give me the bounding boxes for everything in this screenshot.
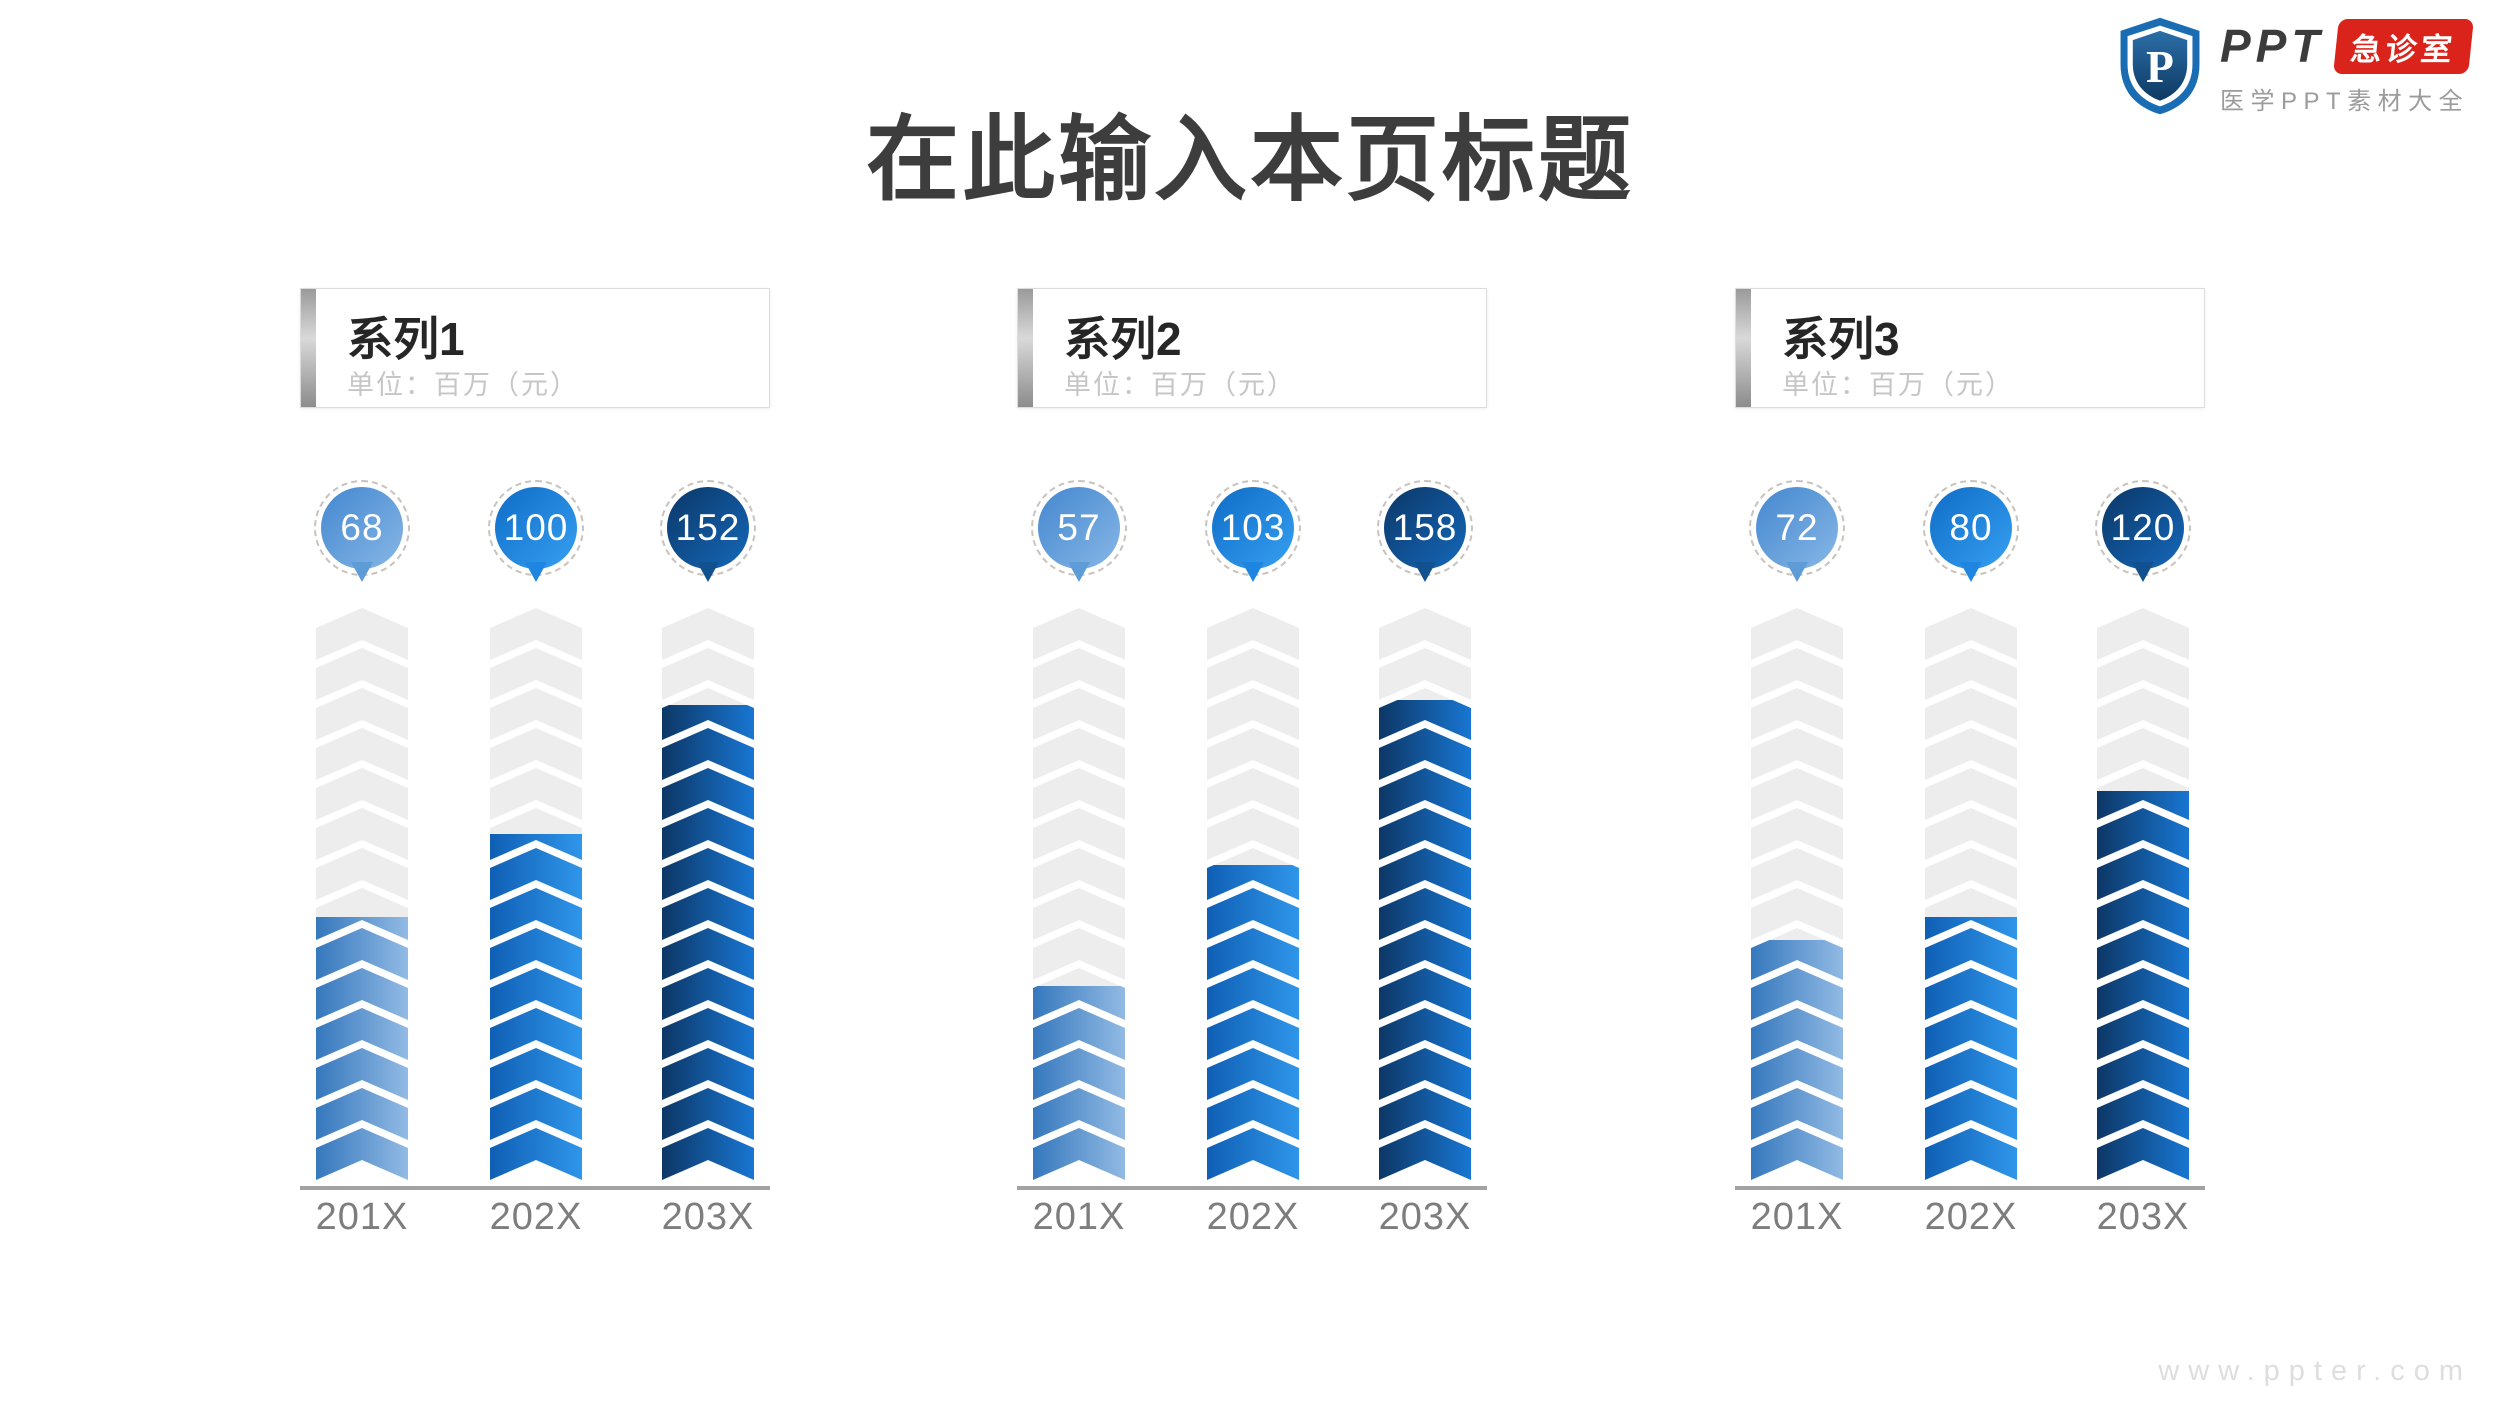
bubble-tail-icon [1786, 562, 1808, 582]
bubble-value: 100 [503, 507, 569, 548]
bubble-value: 120 [2110, 507, 2176, 548]
chevron-bar-svg [316, 608, 408, 1180]
logo-tag-badge: 急诊室 [2333, 18, 2475, 74]
bar-column: 100 202X [486, 288, 586, 1258]
x-axis-label: 202X [489, 1196, 583, 1238]
value-bubble: 103 [1212, 487, 1294, 569]
chevron-bar [1751, 608, 1843, 1180]
bubble-tail-icon [525, 562, 547, 582]
bubble-value: 80 [1949, 507, 1993, 548]
brand-logo: P PPT 急诊室 医学PPT素材大全 [2114, 16, 2475, 116]
chevron-bar-svg [1751, 608, 1843, 1180]
bubble-tail-icon [351, 562, 373, 582]
bar-column: 152 203X [658, 288, 758, 1258]
x-axis-label: 201X [1750, 1196, 1844, 1238]
value-bubble: 80 [1930, 487, 2012, 569]
series-title: 系列3 [1782, 313, 1900, 365]
chevron-bar [662, 608, 754, 1180]
bubble-tail-icon [1068, 562, 1090, 582]
chevron-bar-svg [490, 608, 582, 1180]
bubble-value: 72 [1775, 507, 1819, 548]
series-unit-label: 单位：百万（元） [347, 370, 579, 400]
shield-logo-icon: P [2120, 17, 2200, 115]
watermark: www.ppter.com [2158, 1355, 2472, 1387]
x-axis-line [300, 1186, 770, 1190]
panel-header: 系列1 单位：百万（元） [300, 288, 770, 408]
panel-accent-bar [301, 289, 316, 407]
logo-subtitle: 医学PPT素材大全 [2220, 88, 2470, 115]
x-axis-label: 203X [2096, 1196, 2190, 1238]
series-title: 系列2 [1064, 313, 1182, 365]
bar-column: 72 201X [1747, 288, 1847, 1258]
x-axis-label: 203X [661, 1196, 755, 1238]
value-bubble: 68 [321, 487, 403, 569]
chevron-bar-svg [1207, 608, 1299, 1180]
chevron-bar-svg [1033, 608, 1125, 1180]
panel-header: 系列2 单位：百万（元） [1017, 288, 1487, 408]
series-unit-label: 单位：百万（元） [1782, 370, 2014, 400]
bubble-value: 103 [1220, 507, 1286, 548]
page-title: 在此输入本页标题 [866, 108, 1634, 213]
bubble-tail-icon [1960, 562, 1982, 582]
panel-header: 系列3 单位：百万（元） [1735, 288, 2205, 408]
panel-accent-bar [1736, 289, 1751, 407]
bubble-tail-icon [1414, 562, 1436, 582]
x-axis-label: 201X [1032, 1196, 1126, 1238]
bubble-tail-icon [697, 562, 719, 582]
chevron-bar-svg [1925, 608, 2017, 1180]
bar-column: 80 202X [1921, 288, 2021, 1258]
bar-column: 120 203X [2093, 288, 2193, 1258]
bubble-tail-icon [2132, 562, 2154, 582]
bar-column: 57 201X [1029, 288, 1129, 1258]
value-bubble: 100 [495, 487, 577, 569]
chevron-bar [1925, 608, 2017, 1180]
chevron-bar [490, 608, 582, 1180]
bubble-value: 152 [675, 507, 741, 548]
chevron-bar [316, 608, 408, 1180]
x-axis-label: 202X [1924, 1196, 2018, 1238]
bar-column: 158 203X [1375, 288, 1475, 1258]
bubble-value: 57 [1057, 507, 1101, 548]
series-unit-label: 单位：百万（元） [1064, 370, 1296, 400]
bubble-tail-icon [1242, 562, 1264, 582]
series-panel-2: 系列2 单位：百万（元） 57 201X 103 202X 158 203X [1017, 288, 1487, 1258]
chevron-bar [2097, 608, 2189, 1180]
value-bubble: 72 [1756, 487, 1838, 569]
chevron-bar-svg [1379, 608, 1471, 1180]
x-axis-label: 201X [315, 1196, 409, 1238]
x-axis-line [1017, 1186, 1487, 1190]
x-axis-label: 203X [1378, 1196, 1472, 1238]
chevron-bar-svg [662, 608, 754, 1180]
bar-column: 103 202X [1203, 288, 1303, 1258]
x-axis-label: 202X [1206, 1196, 1300, 1238]
value-bubble: 120 [2102, 487, 2184, 569]
x-axis-line [1735, 1186, 2205, 1190]
bubble-value: 68 [340, 507, 384, 548]
series-title: 系列1 [347, 313, 465, 365]
bubble-value: 158 [1392, 507, 1458, 548]
bar-column: 68 201X [312, 288, 412, 1258]
chevron-bar [1379, 608, 1471, 1180]
series-panel-3: 系列3 单位：百万（元） 72 201X 80 202X 120 203X [1735, 288, 2205, 1258]
chevron-bar [1207, 608, 1299, 1180]
series-panel-1: 系列1 单位：百万（元） 68 201X 100 202X 152 203X [300, 288, 770, 1258]
panel-accent-bar [1018, 289, 1033, 407]
logo-text: PPT 急诊室 医学PPT素材大全 [2220, 16, 2475, 116]
logo-brand-text: PPT [2220, 20, 2325, 72]
value-bubble: 152 [667, 487, 749, 569]
value-bubble: 158 [1384, 487, 1466, 569]
shield-letter: P [2146, 41, 2174, 92]
value-bubble: 57 [1038, 487, 1120, 569]
chevron-bar [1033, 608, 1125, 1180]
chevron-bar-svg [2097, 608, 2189, 1180]
